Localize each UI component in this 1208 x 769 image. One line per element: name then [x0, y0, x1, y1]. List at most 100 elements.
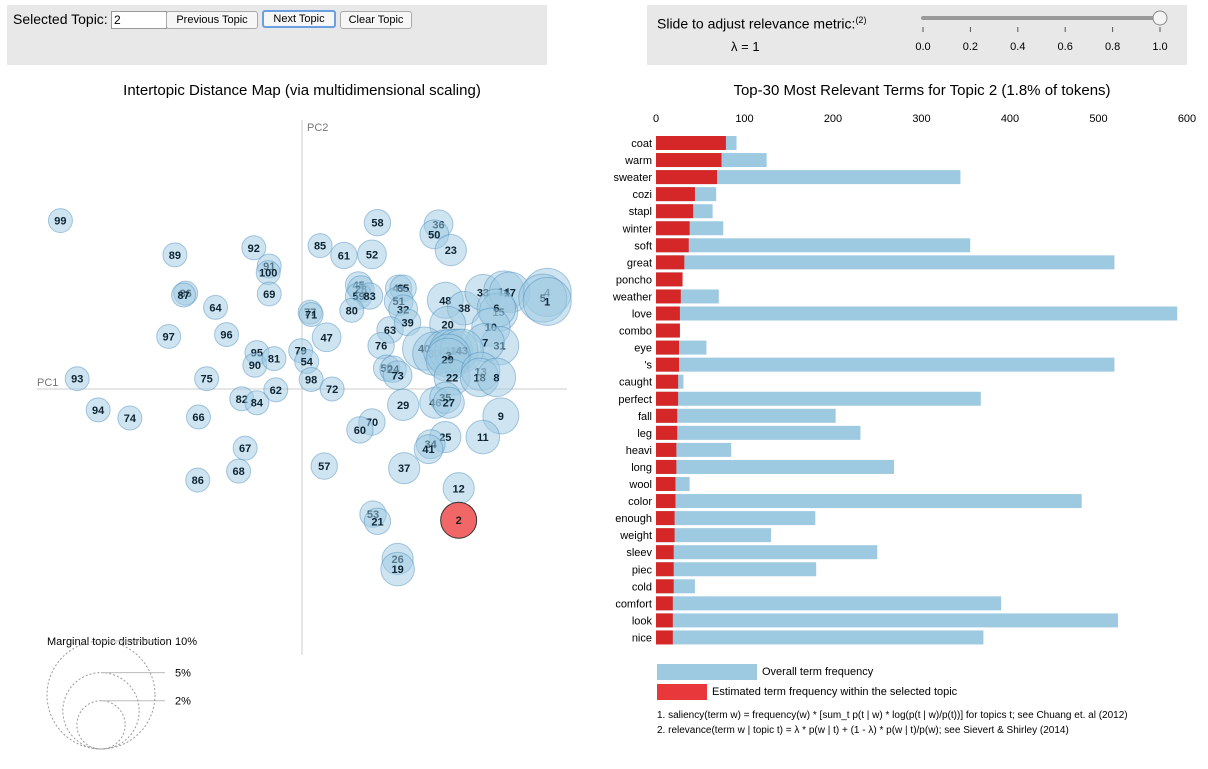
topic-bubble-75[interactable]	[194, 366, 220, 392]
topic-bubble-label: 20	[442, 319, 454, 331]
term-label[interactable]: wool	[628, 479, 652, 491]
topic-bubble-74[interactable]	[117, 405, 143, 431]
topic-bubble-label: 38	[458, 303, 470, 315]
topic-bubble-2[interactable]	[440, 501, 478, 539]
topic-bubble-29[interactable]	[387, 388, 420, 421]
term-label[interactable]: sleev	[626, 547, 652, 559]
topic-bubble-47[interactable]	[311, 322, 342, 353]
topic-bubble-69[interactable]	[256, 281, 282, 307]
topic-bubble-label: 67	[239, 443, 251, 455]
topic-bubble-label: 63	[384, 325, 396, 337]
topic-bubble-94[interactable]	[85, 397, 111, 423]
term-label[interactable]: leg	[637, 428, 652, 440]
topic-bubbles: 9989929110069868764979685586152365023452…	[47, 208, 572, 587]
next-topic-button[interactable]: Next Topic	[262, 10, 336, 28]
topic-bubble-89[interactable]	[162, 242, 188, 268]
term-label[interactable]: great	[627, 257, 652, 269]
topic-bubble-67[interactable]	[232, 435, 258, 461]
term-label[interactable]: weather	[612, 291, 652, 303]
topic-frequency-bar	[656, 323, 680, 338]
topic-frequency-bar	[656, 630, 673, 645]
term-label[interactable]: cold	[632, 581, 652, 593]
topic-bubble-99[interactable]	[47, 208, 73, 234]
term-label[interactable]: perfect	[618, 394, 652, 406]
topic-bubble-label: 89	[169, 250, 181, 262]
topic-bubble-label: 75	[201, 374, 213, 386]
term-label[interactable]: poncho	[616, 274, 652, 286]
topic-frequency-bar	[656, 289, 681, 304]
topic-frequency-bar	[656, 374, 679, 389]
term-label[interactable]: color	[628, 496, 652, 508]
term-label[interactable]: comfort	[615, 598, 652, 610]
topic-frequency-bar	[656, 477, 676, 491]
slider-handle[interactable]	[1152, 10, 1168, 26]
topic-bubble-97[interactable]	[156, 323, 182, 349]
topic-bubble-96[interactable]	[214, 322, 240, 348]
term-label[interactable]: long	[631, 462, 652, 474]
topic-bubble-80[interactable]	[339, 297, 365, 323]
term-label[interactable]: fall	[638, 411, 652, 423]
topic-bubble-84[interactable]	[244, 390, 270, 416]
term-label[interactable]: look	[632, 615, 653, 627]
topic-bubble-71[interactable]	[298, 302, 324, 328]
term-label[interactable]: winter	[622, 223, 653, 235]
topic-bubble-41[interactable]	[413, 434, 444, 465]
term-label[interactable]: enough	[615, 513, 652, 525]
topic-bubble-58[interactable]	[363, 208, 392, 237]
topic-bubble-98[interactable]	[298, 366, 324, 392]
topic-bubble-68[interactable]	[226, 458, 252, 484]
term-label[interactable]: love	[632, 309, 652, 321]
topic-frequency-bar	[656, 613, 673, 628]
term-label[interactable]: eye	[634, 343, 652, 355]
topic-bubble-21[interactable]	[363, 507, 392, 535]
topic-bubble-93[interactable]	[64, 366, 90, 392]
topic-bubble-92[interactable]	[241, 235, 267, 261]
topic-bubble-1[interactable]	[522, 276, 572, 326]
topic-bubble-label: 29	[397, 400, 409, 412]
term-label[interactable]: caught	[619, 377, 652, 389]
term-label[interactable]: cozi	[632, 189, 652, 201]
bar-chart-title: Top-30 Most Relevant Terms for Topic 2 (…	[733, 82, 1110, 99]
topic-bubble-57[interactable]	[310, 452, 338, 480]
term-label[interactable]: sweater	[613, 172, 652, 184]
topic-bubble-66[interactable]	[186, 404, 212, 430]
marginal-legend-circle	[76, 700, 126, 750]
term-label[interactable]: combo	[619, 326, 652, 338]
topic-bubble-label: 72	[326, 384, 338, 396]
topic-bubble-37[interactable]	[388, 452, 421, 485]
topic-bubble-87[interactable]	[171, 282, 197, 308]
topic-bubble-52[interactable]	[357, 239, 387, 270]
topic-bubble-label: 87	[177, 290, 189, 302]
clear-topic-button[interactable]: Clear Topic	[340, 11, 412, 29]
term-label[interactable]: stapl	[629, 206, 652, 218]
topic-bubble-23[interactable]	[434, 234, 467, 267]
topic-bubble-62[interactable]	[263, 377, 289, 403]
topic-bubble-8[interactable]	[476, 357, 517, 398]
term-label[interactable]: 's	[644, 360, 652, 372]
term-label[interactable]: soft	[634, 240, 652, 252]
previous-topic-button[interactable]: Previous Topic	[166, 11, 258, 29]
term-label[interactable]: piec	[632, 564, 653, 576]
term-label[interactable]: nice	[632, 632, 652, 644]
topic-bubble-83[interactable]	[355, 282, 384, 310]
selected-topic-input[interactable]	[111, 11, 167, 29]
topic-bubble-85[interactable]	[307, 233, 333, 259]
topic-bubble-73[interactable]	[382, 360, 413, 391]
topic-bubble-81[interactable]	[261, 346, 287, 372]
topic-bubble-86[interactable]	[185, 467, 211, 493]
topic-bubble-61[interactable]	[330, 241, 358, 270]
topic-bubble-11[interactable]	[465, 419, 501, 455]
topic-bubble-label: 83	[363, 291, 375, 303]
topic-bubble-72[interactable]	[319, 376, 345, 402]
term-label[interactable]: heavi	[626, 445, 652, 457]
topic-frequency-bar	[656, 528, 675, 543]
topic-bubble-60[interactable]	[346, 416, 374, 444]
term-label[interactable]: warm	[624, 155, 652, 167]
relevance-slider-label: Slide to adjust relevance metric:(2)	[657, 15, 866, 32]
relevance-slider[interactable]: 0.0 0.2 0.4 0.6 0.8 1.0	[915, 10, 1168, 53]
topic-bubble-19[interactable]	[380, 551, 415, 587]
term-label[interactable]: weight	[619, 530, 652, 542]
term-label[interactable]: coat	[631, 138, 652, 150]
topic-bubble-64[interactable]	[203, 294, 229, 320]
topic-bubble-27[interactable]	[432, 386, 465, 419]
